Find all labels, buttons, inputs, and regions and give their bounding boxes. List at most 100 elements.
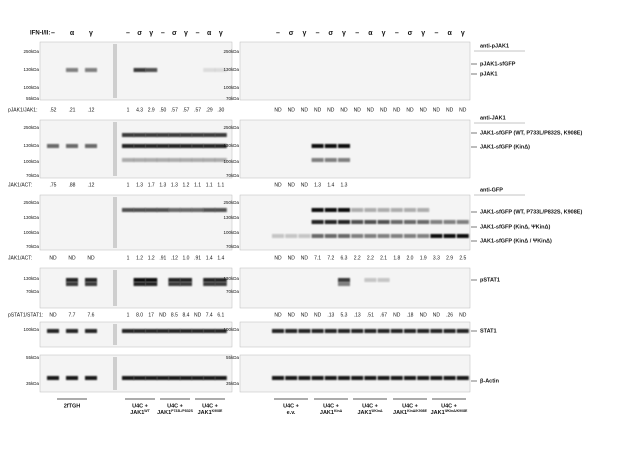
marker-label: 35kDa xyxy=(26,381,40,386)
blot xyxy=(239,321,471,348)
marker-label: 100kDa xyxy=(223,159,239,164)
ratio-value: ND xyxy=(274,107,282,113)
marker-label: 100kDa xyxy=(23,85,39,90)
lane-label: – xyxy=(395,30,399,37)
target-label: pJAK1 xyxy=(480,71,497,77)
ratio-value: 1.1 xyxy=(206,182,213,188)
antibody-label: anti-JAK1 xyxy=(480,115,506,121)
marker-label: 70kDa xyxy=(26,289,40,294)
target-label: JAK1-sfGFP (KinΔ / ΨKinΔ) xyxy=(480,238,552,244)
group-sup: P733L/P832S xyxy=(171,409,193,413)
band xyxy=(168,278,181,282)
band xyxy=(311,329,324,333)
band xyxy=(180,158,192,162)
band xyxy=(85,278,97,282)
band xyxy=(145,158,158,162)
ratio-label: JAK1/ACT: xyxy=(8,182,32,188)
band xyxy=(377,208,390,212)
band xyxy=(404,329,416,333)
ratio-value: 1 xyxy=(127,107,130,113)
ratio-value: ND xyxy=(420,312,428,318)
ratio-value: ND xyxy=(314,312,322,318)
ratio-value: ND xyxy=(274,312,282,318)
target-label: β-Actin xyxy=(480,378,500,384)
band xyxy=(214,208,227,212)
band xyxy=(191,144,204,148)
band xyxy=(122,144,134,148)
blot xyxy=(239,119,471,179)
lane-label: – xyxy=(276,30,280,37)
lane-label: α xyxy=(368,30,373,37)
group-label: JAK1P733L/P832S xyxy=(157,409,194,417)
ratio-value: 6.1 xyxy=(217,312,224,318)
treatment-label: IFN-I/II: xyxy=(30,31,50,37)
band xyxy=(133,278,146,282)
band xyxy=(66,329,78,333)
ratio-value: 7.2 xyxy=(327,255,334,261)
marker-label: 130kDa xyxy=(23,143,39,148)
marker-label: 70kDa xyxy=(226,173,240,178)
group-label: JAK1KinΔ/K908E xyxy=(393,409,428,417)
group-line: JAK1 xyxy=(393,410,407,416)
band xyxy=(311,220,324,224)
blot xyxy=(39,321,233,348)
ratio-label: JAK1/ACT: xyxy=(8,255,32,261)
ratio-label: pJAK1/JAK1: xyxy=(8,107,37,113)
ratio-value: .57 xyxy=(194,107,201,113)
ladder-lane xyxy=(113,324,117,345)
band xyxy=(214,144,227,148)
band xyxy=(338,208,350,212)
ratio-value: 1.3 xyxy=(159,182,166,188)
band xyxy=(338,220,350,224)
ratio-value: .12 xyxy=(171,255,178,261)
band xyxy=(272,376,284,380)
band xyxy=(180,278,192,282)
ratio-value: ND xyxy=(420,107,428,113)
band xyxy=(133,282,146,286)
band xyxy=(85,376,97,380)
ratio-value: ND xyxy=(367,107,375,113)
ratio-value: ND xyxy=(301,107,309,113)
ratio-value: 2.9 xyxy=(446,255,453,261)
marker-label: 130kDa xyxy=(223,215,239,220)
ratio-value: 1.3 xyxy=(136,182,143,188)
band xyxy=(47,329,59,333)
marker-label: 70kDa xyxy=(26,173,40,178)
lane-label: γ xyxy=(302,30,306,37)
marker-label: 55kDa xyxy=(226,355,240,360)
band xyxy=(377,220,390,224)
band xyxy=(145,133,158,137)
band xyxy=(272,329,284,333)
ratio-value: 2.2 xyxy=(367,255,374,261)
ratio-value: ND xyxy=(327,107,335,113)
band xyxy=(66,278,78,282)
band xyxy=(66,282,78,286)
ladder-lane xyxy=(113,122,117,176)
lane-label: σ xyxy=(172,30,177,37)
ratio-value: 1.2 xyxy=(183,182,190,188)
ratio-value: 17 xyxy=(148,312,154,318)
lane-label: γ xyxy=(149,30,153,37)
ratio-value: ND xyxy=(354,107,362,113)
band xyxy=(456,329,469,333)
band xyxy=(364,220,377,224)
lane-label: – xyxy=(316,30,320,37)
marker-label: 100kDa xyxy=(223,327,239,332)
band xyxy=(156,158,169,162)
marker-label: 100kDa xyxy=(223,230,239,235)
band xyxy=(324,144,337,148)
band xyxy=(351,234,364,238)
band xyxy=(390,234,403,238)
lane-label: – xyxy=(434,30,438,37)
ratio-value: 8.0 xyxy=(136,312,143,318)
band xyxy=(338,158,350,162)
group-line: e.v. xyxy=(287,410,296,416)
band xyxy=(417,234,430,238)
blot xyxy=(239,41,471,101)
band xyxy=(85,144,97,148)
target-label: JAK1-sfGFP (WT, P733L/P832S, K908E) xyxy=(480,130,582,136)
ratio-value: ND xyxy=(433,107,441,113)
lane-label: γ xyxy=(382,30,386,37)
ratio-value: ND xyxy=(288,312,296,318)
band xyxy=(145,208,158,212)
